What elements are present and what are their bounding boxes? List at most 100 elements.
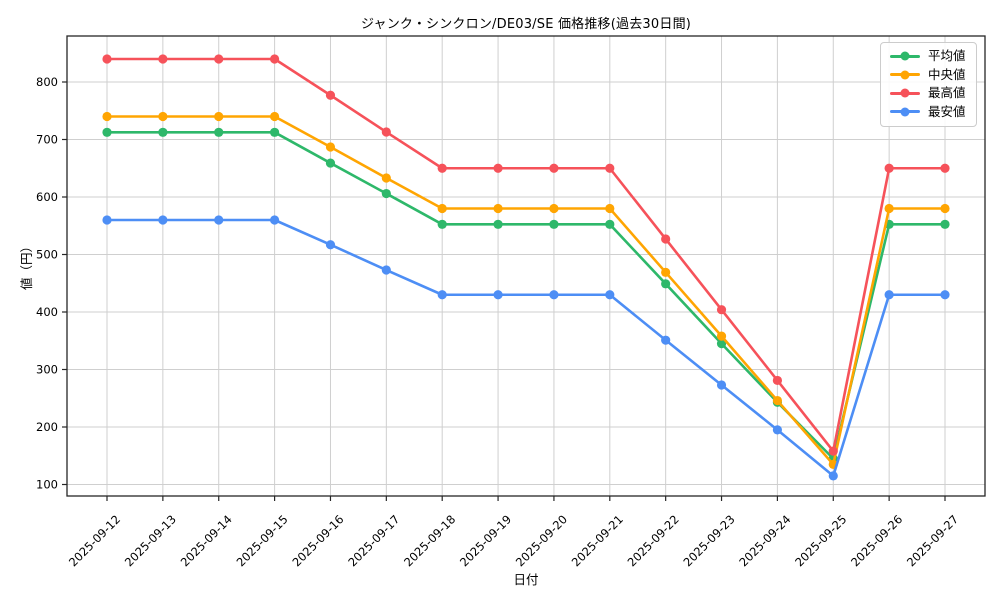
data-point-average: [605, 219, 615, 229]
data-point-min: [493, 290, 503, 300]
x-tick-label: 2025-09-24: [736, 512, 793, 569]
data-point-average: [102, 127, 112, 137]
data-point-max: [828, 446, 838, 456]
plot-frame: [66, 35, 986, 497]
data-point-average: [158, 127, 168, 137]
legend-item-min: 最安値: [890, 105, 966, 119]
data-point-average: [437, 219, 447, 229]
data-point-min: [102, 215, 112, 225]
y-axis-label: 値（円）: [19, 239, 34, 290]
data-point-median: [102, 111, 112, 122]
data-point-average: [270, 127, 280, 137]
chart-title: ジャンク・シンクロン/DE03/SE 価格推移(過去30日間): [360, 17, 692, 32]
data-point-min: [325, 240, 336, 250]
data-point-max: [214, 54, 224, 64]
data-point-min: [437, 290, 447, 300]
data-point-average: [661, 279, 671, 289]
data-point-average: [381, 188, 391, 199]
data-point-max: [716, 305, 727, 315]
data-point-max: [940, 163, 950, 173]
x-tick-label: 2025-09-13: [122, 512, 179, 569]
data-point-max: [493, 163, 503, 173]
x-tick-label: 2025-09-21: [569, 512, 626, 569]
data-point-median: [716, 331, 727, 341]
y-tick-label: 700: [36, 133, 58, 147]
data-point-median: [772, 395, 783, 406]
data-point-min: [828, 471, 838, 481]
data-point-median: [158, 111, 168, 122]
data-point-median: [437, 203, 447, 214]
y-tick-label: 100: [36, 478, 58, 492]
data-point-average: [940, 219, 950, 229]
data-point-median: [549, 203, 559, 214]
data-point-min: [158, 215, 168, 225]
x-tick-label: 2025-09-12: [66, 512, 123, 569]
data-point-max: [772, 375, 783, 386]
data-point-max: [661, 234, 671, 244]
data-point-max: [325, 90, 336, 100]
legend-item-average: 平均値: [890, 48, 966, 63]
x-tick-label: 2025-09-23: [680, 512, 737, 569]
x-tick-label: 2025-09-25: [792, 512, 849, 569]
legend-label-average: 平均値: [928, 48, 966, 63]
x-tick-label: 2025-09-22: [625, 512, 682, 569]
legend: 平均値 中央値 最高値 最安値: [880, 42, 977, 127]
data-point-median: [661, 267, 671, 277]
data-point-min: [381, 265, 391, 275]
data-point-max: [884, 163, 894, 173]
data-point-median: [214, 111, 224, 122]
data-point-max: [549, 163, 559, 173]
data-point-min: [549, 290, 559, 300]
data-point-median: [940, 203, 950, 214]
y-tick-label: 300: [36, 363, 58, 377]
data-point-average: [214, 127, 224, 137]
data-point-max: [158, 54, 168, 64]
data-point-average: [325, 158, 336, 168]
data-point-min: [716, 380, 727, 390]
x-tick-label: 2025-09-19: [457, 512, 514, 569]
data-point-min: [772, 425, 783, 435]
series-line-min: [107, 218, 945, 478]
data-point-max: [437, 163, 447, 173]
data-point-max: [381, 127, 391, 137]
series-line-average: [107, 131, 945, 460]
legend-line-marker-icon: [890, 69, 920, 80]
data-point-median: [605, 203, 615, 214]
x-tick-label: 2025-09-16: [289, 512, 346, 569]
data-point-average: [549, 219, 559, 229]
series-line-max: [107, 57, 945, 453]
data-point-max: [270, 54, 280, 64]
y-tick-label: 200: [36, 420, 58, 434]
x-tick-label: 2025-09-15: [234, 512, 291, 569]
legend-label-max: 最高値: [928, 85, 966, 100]
y-tick-label: 400: [36, 305, 58, 319]
data-point-min: [940, 290, 950, 300]
data-point-min: [605, 290, 615, 300]
data-point-max: [605, 163, 615, 173]
x-tick-label: 2025-09-26: [848, 512, 905, 569]
legend-item-median: 中央値: [890, 66, 966, 82]
data-point-min: [661, 335, 671, 345]
x-axis-label: 日付: [513, 572, 539, 587]
legend-label-median: 中央値: [928, 66, 966, 82]
data-point-median: [381, 173, 391, 183]
legend-line-marker-icon: [890, 51, 920, 62]
data-point-median: [270, 111, 280, 122]
y-tick-label: 500: [36, 248, 58, 262]
legend-item-max: 最高値: [890, 85, 966, 100]
data-point-median: [493, 203, 503, 214]
x-tick-label: 2025-09-20: [513, 512, 570, 569]
data-point-average: [493, 219, 503, 229]
legend-line-marker-icon: [890, 106, 920, 117]
data-point-max: [102, 54, 112, 64]
y-tick-label: 600: [36, 190, 58, 204]
series-line-median: [107, 115, 945, 466]
data-point-median: [884, 203, 894, 214]
legend-line-marker-icon: [890, 88, 920, 99]
x-tick-label: 2025-09-17: [345, 512, 402, 569]
data-point-average: [716, 339, 727, 349]
x-tick-label: 2025-09-18: [401, 512, 458, 569]
y-tick-label: 800: [36, 75, 58, 89]
